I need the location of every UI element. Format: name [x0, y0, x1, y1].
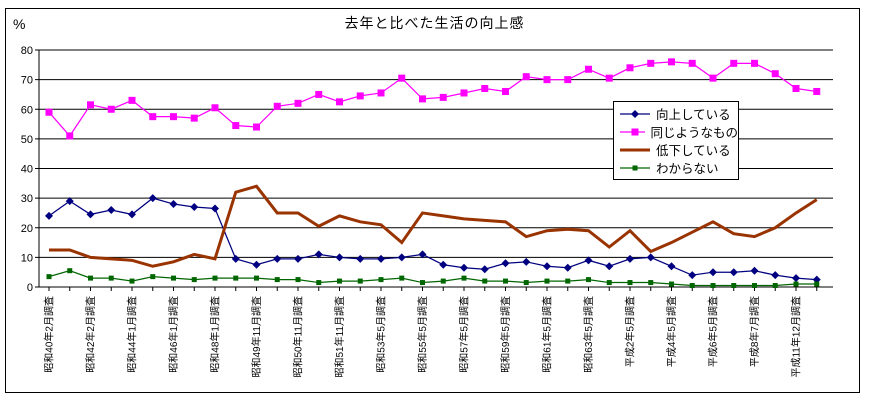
- svg-text:10: 10: [21, 252, 33, 264]
- legend-item-declining: 低下している: [619, 141, 738, 158]
- svg-text:昭和53年5月調査: 昭和53年5月調査: [375, 296, 388, 373]
- svg-text:40: 40: [21, 164, 33, 176]
- svg-text:昭和59年5月調査: 昭和59年5月調査: [499, 296, 512, 373]
- series-2: [49, 184, 818, 268]
- svg-text:昭和57年5月調査: 昭和57年5月調査: [458, 296, 471, 373]
- svg-text:昭和40年2月調査: 昭和40年2月調査: [43, 296, 56, 373]
- svg-text:昭和63年5月調査: 昭和63年5月調査: [582, 296, 595, 373]
- svg-text:70: 70: [21, 75, 33, 87]
- legend-item-dont-know: わからない: [619, 159, 738, 176]
- svg-text:50: 50: [21, 134, 33, 146]
- svg-text:60: 60: [21, 104, 33, 116]
- x-axis-labels: 昭和40年2月調査 昭和42年2月調査 昭和44年1月調査 昭和46年1月調査 昭和48…: [43, 296, 803, 378]
- svg-text:昭和51年11月調査: 昭和51年11月調査: [333, 296, 346, 378]
- svg-text:昭和50年11月調査: 昭和50年11月調査: [292, 296, 305, 378]
- legend-thick-line-icon: [620, 148, 650, 151]
- series-1: [45, 58, 821, 140]
- svg-text:昭和48年1月調査: 昭和48年1月調査: [209, 296, 222, 373]
- svg-text:昭和44年1月調査: 昭和44年1月調査: [126, 296, 139, 373]
- legend-label: 向上している: [656, 108, 731, 122]
- chart-title: 去年と比べた生活の向上感: [344, 15, 525, 31]
- svg-text:昭和42年2月調査: 昭和42年2月調査: [84, 296, 97, 373]
- svg-text:平成6年5月調査: 平成6年5月調査: [707, 296, 720, 367]
- svg-text:平成2年5月調査: 平成2年5月調査: [624, 296, 637, 367]
- series-0: [45, 194, 821, 284]
- axes: [35, 49, 833, 291]
- svg-text:80: 80: [21, 45, 33, 57]
- legend: 向上している 同じようなもの 低下している わからない: [613, 101, 739, 180]
- svg-text:平成4年5月調査: 平成4年5月調査: [665, 296, 678, 367]
- svg-text:30: 30: [21, 193, 33, 205]
- legend-item-same: 同じようなもの: [619, 123, 738, 140]
- series-3: [46, 268, 820, 289]
- y-axis-labels: 0 10 20 30 40 50 60 70 80: [21, 45, 33, 294]
- legend-label: わからない: [656, 162, 719, 176]
- legend-line-square-icon: [620, 128, 646, 135]
- svg-text:昭和49年11月調査: 昭和49年11月調査: [250, 296, 263, 378]
- svg-text:昭和55年5月調査: 昭和55年5月調査: [416, 296, 429, 373]
- legend-item-improving: 向上している: [619, 105, 738, 122]
- chart-border-frame: [5, 8, 860, 393]
- legend-line-small-square-icon: [620, 165, 650, 170]
- legend-label: 低下している: [656, 144, 731, 158]
- svg-text:昭和61年5月調査: 昭和61年5月調査: [541, 296, 554, 373]
- svg-text:平成11年12月調査: 平成11年12月調査: [790, 296, 803, 378]
- legend-label: 同じようなもの: [650, 126, 738, 140]
- legend-line-diamond-icon: [620, 109, 650, 118]
- svg-text:20: 20: [21, 223, 33, 235]
- svg-text:0: 0: [27, 282, 33, 294]
- svg-text:昭和46年1月調査: 昭和46年1月調査: [167, 296, 180, 373]
- y-axis-unit-label: %: [13, 16, 26, 32]
- svg-text:平成8年7月調査: 平成8年7月調査: [748, 296, 761, 367]
